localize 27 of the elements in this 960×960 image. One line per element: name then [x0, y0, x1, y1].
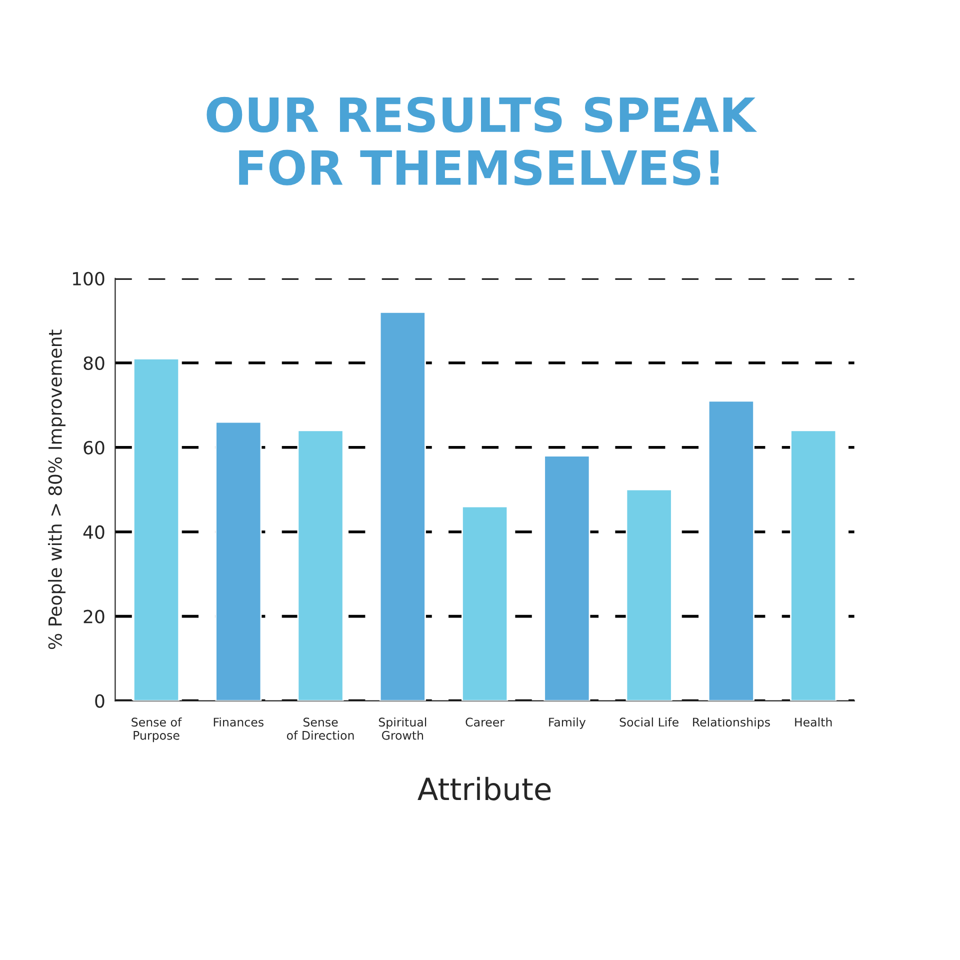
bar: [132, 358, 180, 701]
x-tick-label: Career: [466, 718, 505, 727]
x-tick-label: Spiritual Growth: [378, 717, 426, 740]
x-tick-label: Relationships: [693, 717, 770, 729]
y-axis-title: % People with > 80% Improvement: [48, 330, 66, 650]
y-tick-label: 100: [73, 272, 104, 286]
bar: [462, 506, 508, 701]
x-tick-label: Social Life: [620, 717, 678, 727]
x-axis-title: Attribute: [418, 776, 551, 800]
bar: [215, 421, 262, 701]
x-tick-label: Sense of Direction: [286, 718, 354, 740]
bar: [379, 311, 426, 701]
x-tick-label: Sense of Purpose: [132, 717, 182, 742]
bar: [708, 400, 754, 701]
x-tick-label: Family: [549, 717, 586, 729]
bar: [790, 430, 837, 701]
bar: [544, 455, 590, 701]
y-tick-label: 60: [84, 440, 104, 454]
y-tick-label: 20: [84, 610, 104, 624]
y-tick-label: 80: [84, 356, 104, 370]
y-tick-label: 0: [95, 694, 104, 708]
y-tick-label: 40: [83, 525, 104, 539]
bar: [297, 430, 344, 701]
chart-title: OUR RESULTS SPEAK FOR THEMSELVES!: [206, 96, 758, 186]
x-tick-label: Finances: [214, 717, 264, 727]
bar: [626, 488, 672, 701]
x-tick-label: Health: [795, 717, 832, 727]
